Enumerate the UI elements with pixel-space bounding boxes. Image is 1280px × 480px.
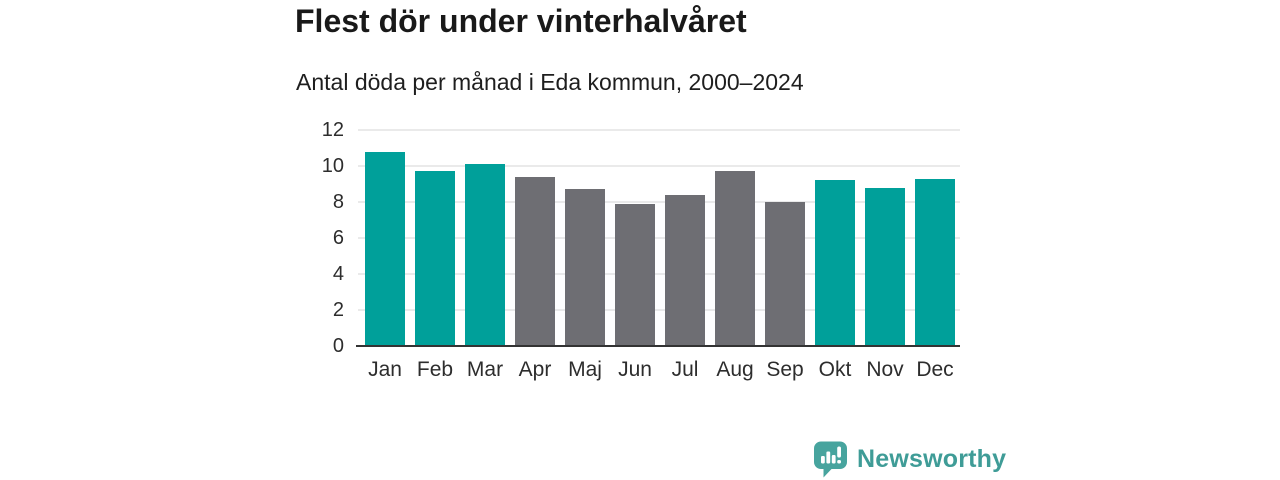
gridline-8 bbox=[358, 201, 960, 203]
x-tick-label-jan: Jan bbox=[368, 358, 402, 381]
bar-sep bbox=[765, 202, 805, 346]
bar-jun bbox=[615, 203, 655, 346]
bar-aug bbox=[715, 171, 755, 346]
x-tick-label-okt: Okt bbox=[818, 358, 852, 381]
y-tick-label-2: 2 bbox=[332, 299, 344, 321]
x-tick-label-dec: Dec bbox=[916, 358, 954, 381]
gridline-4 bbox=[358, 273, 960, 275]
mini-bar-chart-glyph bbox=[821, 446, 841, 464]
bar-jul bbox=[665, 194, 705, 346]
newsworthy-bubble-chart-icon bbox=[814, 441, 847, 478]
x-axis-line bbox=[356, 345, 960, 347]
gridline-6 bbox=[358, 237, 960, 239]
chart-title: Flest dör under vinterhalvåret bbox=[295, 3, 747, 39]
x-tick-label-apr: Apr bbox=[518, 358, 552, 381]
y-tick-label-12: 12 bbox=[321, 119, 344, 141]
x-tick-label-nov: Nov bbox=[866, 358, 904, 381]
newsworthy-logo: Newsworthy bbox=[814, 441, 1006, 478]
speech-bubble-shape bbox=[814, 441, 847, 478]
y-tick-label-8: 8 bbox=[332, 191, 344, 213]
x-tick-label-feb: Feb bbox=[416, 358, 454, 381]
bar-feb bbox=[415, 171, 455, 346]
chart-subtitle: Antal döda per månad i Eda kommun, 2000–… bbox=[296, 69, 804, 95]
y-tick-label-4: 4 bbox=[332, 263, 344, 285]
gridline-12 bbox=[358, 129, 960, 131]
bar-nov bbox=[865, 187, 905, 346]
bar-apr bbox=[515, 176, 555, 346]
x-tick-label-jun: Jun bbox=[618, 358, 652, 381]
gridline-10 bbox=[358, 165, 960, 167]
bar-maj bbox=[565, 189, 605, 346]
bar-jan bbox=[365, 151, 405, 346]
gridline-2 bbox=[358, 309, 960, 311]
bar-okt bbox=[815, 180, 855, 346]
bar-dec bbox=[915, 178, 955, 346]
bar-chart: 0 2 4 6 8 10 12 Jan Feb Mar Apr Maj Jun Jul Aug Sep Okt N… bbox=[322, 119, 960, 381]
x-tick-label-jul: Jul bbox=[671, 358, 699, 381]
y-tick-label-10: 10 bbox=[321, 155, 344, 177]
x-tick-label-sep: Sep bbox=[766, 358, 804, 381]
y-tick-label-0: 0 bbox=[332, 335, 344, 357]
x-tick-label-aug: Aug bbox=[716, 358, 754, 381]
bar-mar bbox=[465, 164, 505, 346]
x-tick-label-maj: Maj bbox=[568, 358, 602, 381]
y-tick-label-6: 6 bbox=[332, 227, 344, 249]
x-tick-label-mar: Mar bbox=[466, 358, 504, 381]
newsworthy-wordmark: Newsworthy bbox=[857, 445, 1007, 473]
